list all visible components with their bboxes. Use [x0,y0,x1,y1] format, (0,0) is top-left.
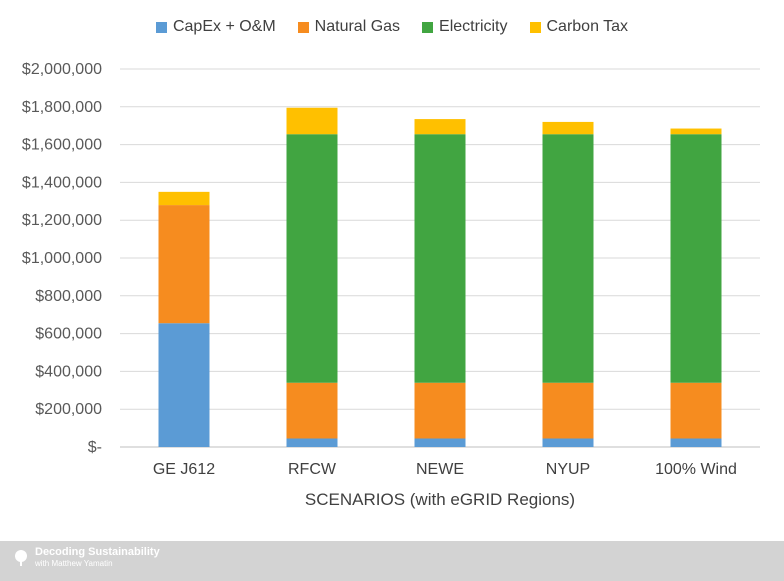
x-tick-label: RFCW [288,461,337,478]
bar-segment [542,438,594,447]
chart-legend: CapEx + O&M Natural Gas Electricity Carbon … [0,18,784,36]
x-tick-label: GE J612 [153,461,215,478]
x-axis-title: SCENARIOS (with eGRID Regions) [304,490,576,509]
y-tick-label: $600,000 [35,326,102,343]
bar-segment [158,191,210,206]
bar-segment [414,438,466,447]
footer-bar: Decoding Sustainability with Matthew Yam… [0,541,784,581]
brand-name: Decoding Sustainability [35,546,160,558]
y-tick-label: $1,000,000 [22,250,102,267]
tree-icon [15,549,27,566]
bar-segment [414,119,466,135]
bar-segment [670,134,722,383]
legend-item: Carbon Tax [529,18,629,36]
legend-item: Natural Gas [297,18,401,36]
y-tick-label: $400,000 [35,363,102,380]
bar-segment [286,382,338,439]
brand-logo: Decoding Sustainability with Matthew Yam… [12,546,160,569]
bar-segment [286,134,338,383]
bar-segment [542,134,594,383]
y-tick-label: $200,000 [35,401,102,418]
legend-item: CapEx + O&M [155,18,276,36]
y-tick-label: $800,000 [35,288,102,305]
x-tick-label: 100% Wind [655,461,737,478]
legend-swatch [422,21,434,33]
y-tick-label: $1,600,000 [22,137,102,154]
legend-label: Carbon Tax [546,18,629,35]
y-tick-label: $1,200,000 [22,212,102,229]
bar-segment [670,128,722,135]
legend-swatch [155,21,167,33]
bar-segment [670,438,722,447]
bar-segment [670,382,722,439]
x-tick-label: NYUP [546,461,590,478]
bar-segment [286,107,338,135]
bar-segment [542,382,594,439]
legend-swatch [297,21,309,33]
x-tick-label: NEWE [416,461,464,478]
legend-label: CapEx + O&M [172,18,276,35]
y-tick-label: $1,400,000 [22,174,102,191]
legend-item: Electricity [422,18,508,36]
legend-swatch [529,21,541,33]
legend-label: Electricity [439,18,508,35]
legend-label: Natural Gas [314,18,401,35]
bar-segment [414,382,466,439]
bar-segment [158,205,210,324]
bar-segment [286,438,338,447]
brand-subtitle: with Matthew Yamatin [35,559,113,568]
y-tick-label: $2,000,000 [22,61,102,78]
bar-segment [414,134,466,383]
bar-segment [158,323,210,447]
bar-segment [542,121,594,135]
y-tick-label: $- [88,439,102,456]
y-tick-label: $1,800,000 [22,99,102,116]
